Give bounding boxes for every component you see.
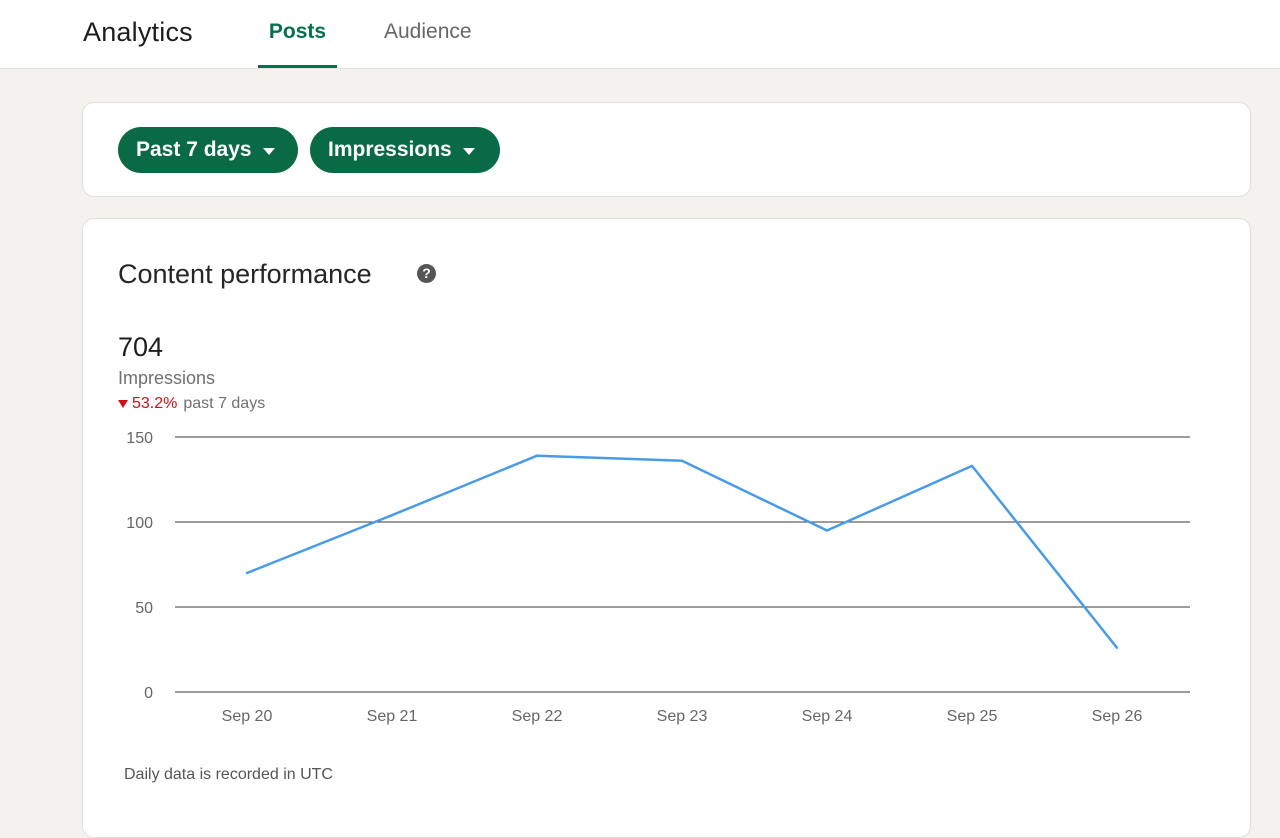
metric-label: Impressions [118,368,216,388]
metric-dropdown[interactable]: Impressions [310,127,500,173]
x-tick-label: Sep 22 [512,708,563,725]
help-icon[interactable]: ? [417,264,436,283]
caret-down-icon [262,147,275,155]
change-period: past 7 days [183,395,266,412]
y-tick-label: 150 [126,430,153,447]
tab-posts[interactable]: Posts [258,20,337,68]
data-point [825,529,829,532]
down-triangle-icon [118,400,128,408]
y-tick-label: 0 [144,685,153,702]
x-tick-label: Sep 20 [222,708,273,725]
x-tick-label: Sep 26 [1092,708,1143,725]
x-tick-label: Sep 24 [802,708,853,725]
section-title: Content performance [118,259,372,289]
data-point [535,454,539,457]
change-indicator: 53.2% past 7 days [118,395,265,413]
impressions-line-chart: 0 50 100 150 Sep 20 Sep 21 Sep 22 Sep 23 Sep 24 S… [126,430,1190,725]
page-title: Analytics [83,17,193,47]
x-tick-label: Sep 23 [657,708,708,725]
filter-card: Past 7 days Impressions [82,102,1251,197]
date-range-dropdown[interactable]: Past 7 days [118,127,298,173]
metric-dropdown-label: Impressions [328,138,452,161]
y-tick-label: 100 [126,515,153,532]
utc-footnote: Daily data is recorded in UTC [124,766,333,783]
data-point [680,459,684,462]
caret-down-icon [462,147,475,155]
x-tick-label: Sep 25 [947,708,998,725]
change-percent: 53.2% [132,395,178,412]
y-tick-label: 50 [135,600,153,617]
tab-audience[interactable]: Audience [384,20,472,43]
top-bar: Analytics Posts Audience [0,0,1280,69]
data-point [970,464,974,468]
date-range-label: Past 7 days [136,138,252,161]
content-performance-card: Content performance ? 704 Impressions 53… [82,218,1251,838]
x-tick-label: Sep 21 [367,708,418,725]
data-point [390,514,394,517]
series-line [246,454,1118,649]
data-point [1115,646,1119,649]
total-impressions: 704 [118,332,164,362]
data-point [245,571,249,575]
